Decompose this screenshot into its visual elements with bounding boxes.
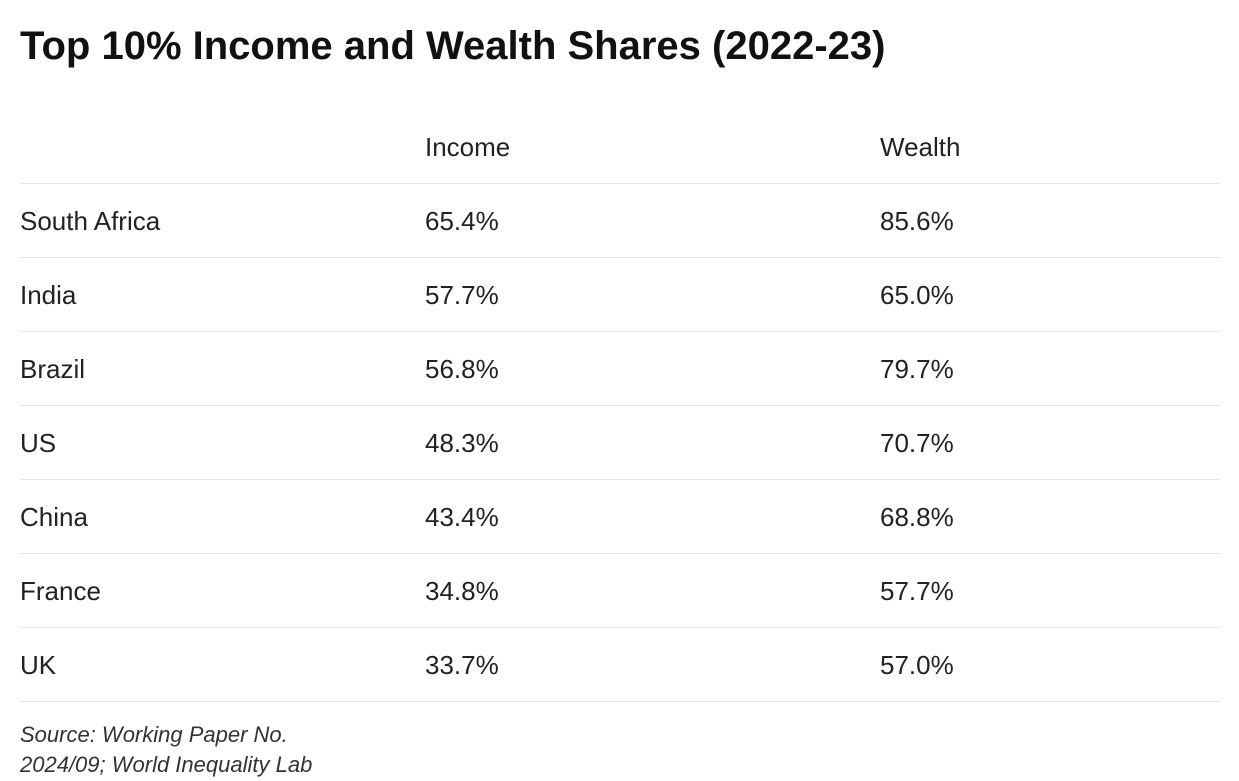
country-cell: UK xyxy=(20,650,57,680)
income-cell: 56.8% xyxy=(425,354,499,384)
income-cell: 65.4% xyxy=(425,206,499,236)
income-cell: 34.8% xyxy=(425,576,499,606)
chart-title: Top 10% Income and Wealth Shares (2022-2… xyxy=(20,24,886,68)
data-table: Income Wealth South Africa 65.4% 85.6% Indi… xyxy=(20,110,1220,702)
wealth-cell: 70.7% xyxy=(880,428,954,458)
wealth-cell: 85.6% xyxy=(880,206,954,236)
country-cell: China xyxy=(20,502,88,532)
country-cell: South Africa xyxy=(20,206,161,236)
table-row: Brazil 56.8% 79.7% xyxy=(20,332,1220,406)
country-cell: India xyxy=(20,280,77,310)
column-header-wealth: Wealth xyxy=(880,132,961,162)
income-cell: 57.7% xyxy=(425,280,499,310)
wealth-cell: 65.0% xyxy=(880,280,954,310)
source-note: Source: Working Paper No. 2024/09; World… xyxy=(20,722,313,777)
table-row: France 34.8% 57.7% xyxy=(20,554,1220,628)
table-row: US 48.3% 70.7% xyxy=(20,406,1220,480)
wealth-cell: 57.0% xyxy=(880,650,954,680)
column-header-income: Income xyxy=(425,132,511,162)
country-cell: Brazil xyxy=(20,354,86,384)
wealth-cell: 68.8% xyxy=(880,502,954,532)
table-body: South Africa 65.4% 85.6% India 57.7% 65.0% Bra… xyxy=(20,184,1220,702)
wealth-cell: 79.7% xyxy=(880,354,954,384)
table-header-row: Income Wealth xyxy=(20,110,1220,184)
country-cell: US xyxy=(20,428,57,458)
country-cell: France xyxy=(20,576,101,606)
table-row: South Africa 65.4% 85.6% xyxy=(20,184,1220,258)
wealth-cell: 57.7% xyxy=(880,576,954,606)
table-row: India 57.7% 65.0% xyxy=(20,258,1220,332)
table-row: UK 33.7% 57.0% xyxy=(20,628,1220,702)
income-cell: 43.4% xyxy=(425,502,499,532)
table-row: China 43.4% 68.8% xyxy=(20,480,1220,554)
income-cell: 33.7% xyxy=(425,650,499,680)
income-cell: 48.3% xyxy=(425,428,499,458)
